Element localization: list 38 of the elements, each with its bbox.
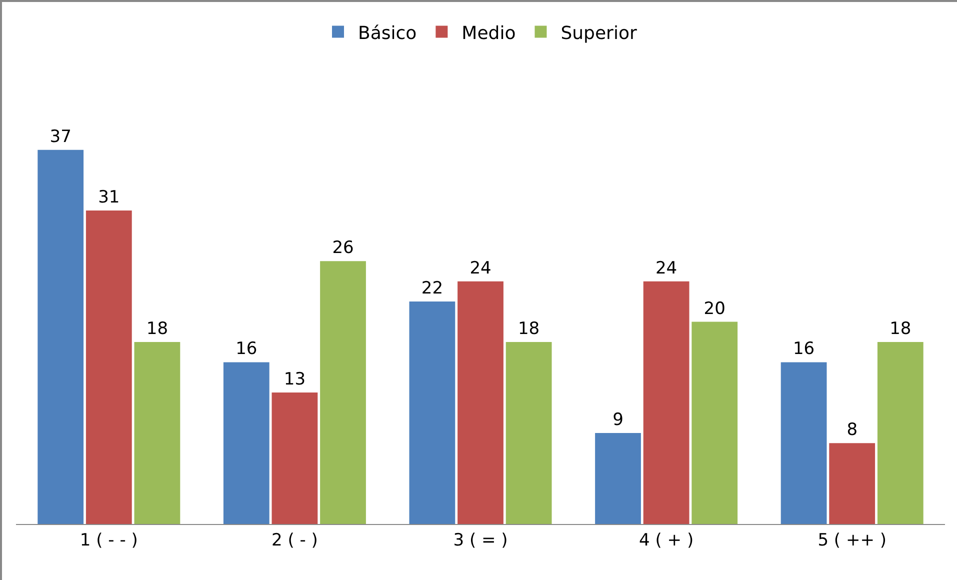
- data-label: 22: [421, 278, 444, 299]
- data-label: 24: [470, 258, 492, 278]
- legend-label: Medio: [462, 22, 516, 44]
- bar: [134, 342, 180, 524]
- data-label: 18: [518, 319, 540, 339]
- bar: [780, 362, 827, 524]
- bar: [877, 342, 924, 524]
- data-label: 8: [846, 420, 858, 440]
- data-label: 13: [284, 370, 306, 390]
- bar: [409, 302, 456, 524]
- data-label: 24: [655, 258, 678, 278]
- bar: [320, 261, 366, 524]
- data-label: 26: [332, 238, 354, 258]
- bar: [38, 150, 84, 524]
- bar: [595, 433, 641, 524]
- data-label: 18: [146, 319, 168, 339]
- bar: [458, 281, 504, 524]
- data-label: 37: [50, 126, 72, 147]
- data-label: 18: [890, 319, 912, 339]
- data-label: 31: [98, 188, 120, 208]
- bar: [829, 443, 876, 524]
- data-label: 20: [704, 298, 726, 319]
- legend-label: Básico: [358, 22, 417, 44]
- x-tick-label: 4 ( + ): [639, 530, 694, 550]
- data-label: 9: [612, 410, 624, 430]
- bar: [506, 342, 552, 524]
- bar: [643, 281, 690, 524]
- x-tick-label: 5 ( ++ ): [818, 530, 886, 550]
- bar: [86, 210, 132, 524]
- x-tick-label: 3 ( = ): [453, 530, 508, 550]
- x-tick-label: 1 ( - - ): [80, 530, 138, 550]
- x-tick-label: 2 ( - ): [271, 530, 318, 550]
- bar: [692, 322, 738, 524]
- bar: [223, 362, 270, 524]
- data-label: 16: [792, 339, 815, 360]
- data-label: 16: [236, 339, 258, 360]
- bar: [272, 392, 318, 524]
- legend-label: Superior: [560, 22, 638, 44]
